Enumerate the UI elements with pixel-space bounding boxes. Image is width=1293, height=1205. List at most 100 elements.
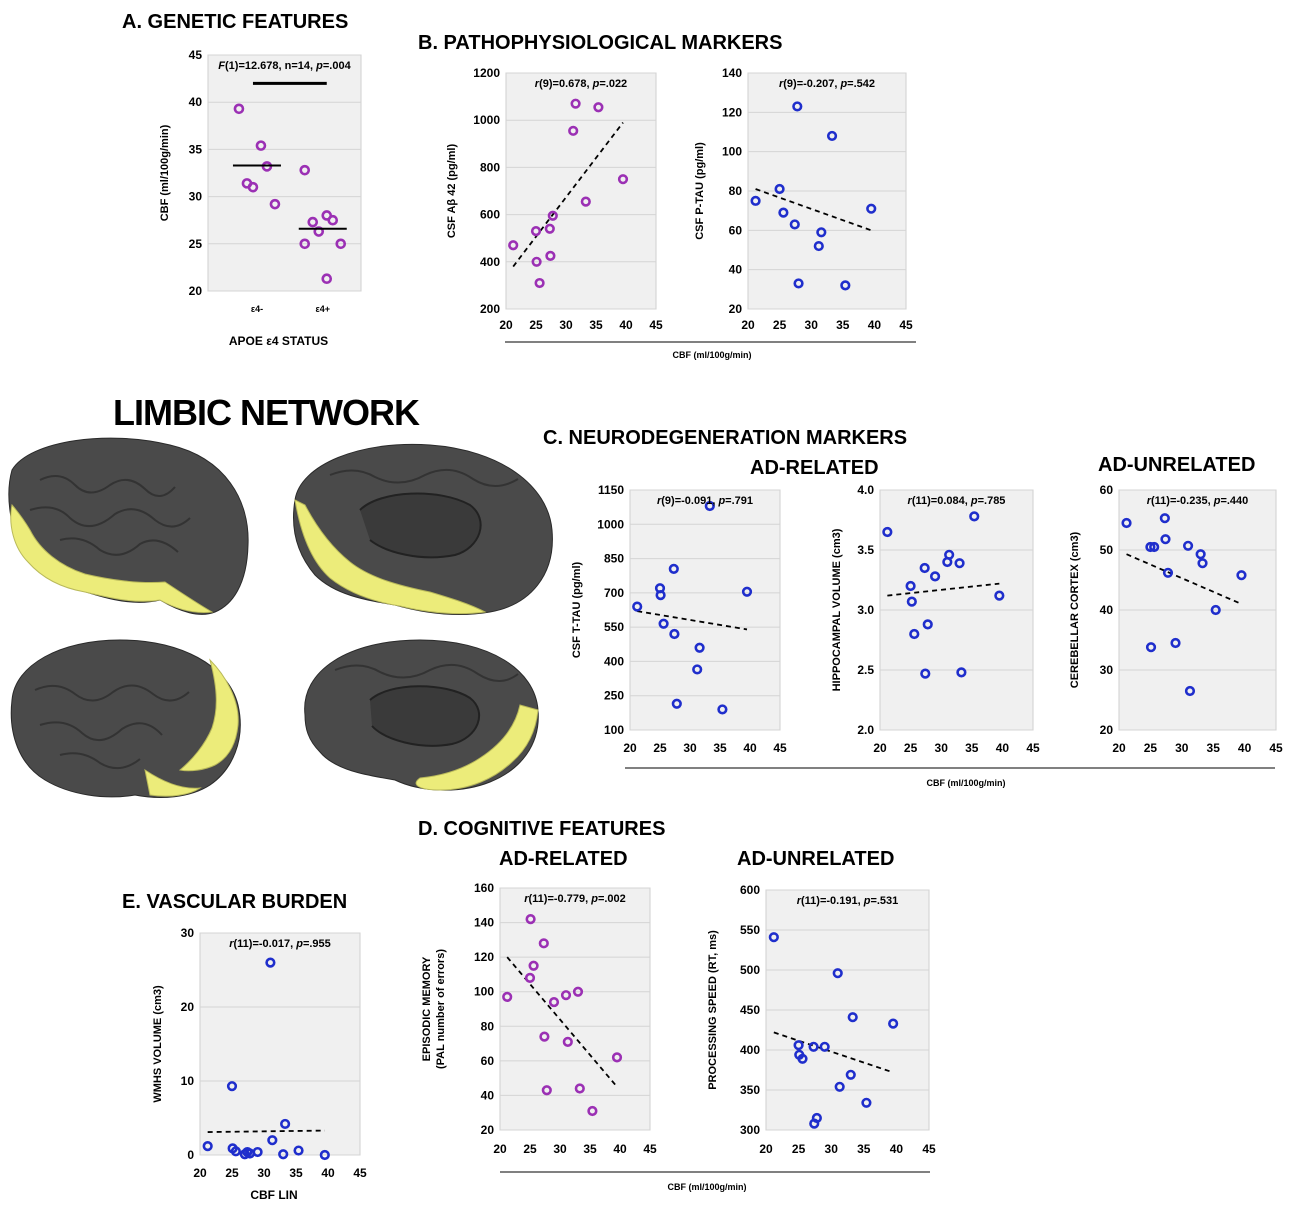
y-tick-label: 200 [480, 302, 500, 316]
data-point [265, 957, 276, 968]
data-point [319, 1149, 330, 1161]
chart-D2: 300 350 400 450 500 550 600 20 25 30 35 40 45 r(11)=-… [707, 883, 936, 1156]
data-point [1121, 517, 1132, 529]
x-tick-label: 45 [353, 1166, 367, 1180]
y-tick-label: 40 [1100, 603, 1114, 617]
data-point [1170, 637, 1181, 649]
x-tick-label: 25 [792, 1142, 806, 1156]
x-tick-label: 35 [1207, 741, 1221, 755]
x-tick-label: 20 [493, 1142, 507, 1156]
data-point [1197, 558, 1208, 569]
plot-area [629, 489, 781, 731]
data-point [813, 240, 824, 252]
y-axis-label: EPISODIC MEMORY [421, 956, 433, 1061]
y-tick-label: 30 [1100, 663, 1114, 677]
data-point [574, 1083, 585, 1094]
brain-medial-left-icon [304, 639, 539, 791]
brain-lateral-right-icon [10, 639, 241, 799]
x-tick-label: 40 [996, 741, 1010, 755]
section-title-cognitive: D. COGNITIVE FEATURES [418, 818, 665, 840]
data-point [327, 214, 339, 226]
x-tick-label: 30 [1175, 741, 1189, 755]
x-tick-label: 20 [1112, 741, 1126, 755]
y-tick-label: 500 [740, 963, 760, 977]
data-point [969, 511, 980, 522]
data-point [920, 668, 931, 679]
trend-line [755, 188, 872, 232]
plot-area [199, 932, 361, 1156]
x-tick-label: 45 [649, 318, 663, 332]
y-axis-label: CSF Aβ 42 (pg/ml) [446, 144, 458, 239]
y-axis-label: CEREBELLAR CORTEX (cm3) [1069, 531, 1081, 688]
y-tick-label: 400 [604, 654, 624, 668]
data-point [808, 1041, 819, 1052]
data-point [538, 938, 549, 949]
stat-annotation: r(11)=0.084, p=.785 [908, 495, 1006, 507]
data-point [929, 571, 941, 582]
x-tick-label: 45 [1026, 741, 1040, 755]
neuro-unrelated-label: AD-UNRELATED [1098, 454, 1255, 476]
data-point [658, 618, 669, 629]
x-tick-label: 25 [904, 741, 918, 755]
data-point [252, 1146, 263, 1158]
data-point [793, 1040, 804, 1051]
data-point [632, 601, 643, 612]
data-point [230, 1146, 241, 1157]
data-point [321, 273, 333, 285]
chart-C3: 20 30 40 50 60 20 25 30 35 40 45 r(11)=-0.235, p=.4… [1069, 483, 1283, 755]
data-point [299, 164, 311, 176]
data-point [750, 195, 761, 206]
x-tick-label: 25 [653, 741, 667, 755]
stat-annotation: r(11)=-0.191, p=.531 [797, 895, 899, 907]
data-point [547, 210, 558, 221]
y-tick-label: 30 [189, 190, 203, 204]
stat-annotation: r(11)=-0.017, p=.955 [229, 938, 331, 950]
y-tick-label: 140 [722, 66, 742, 80]
x-tick-label: 35 [857, 1142, 871, 1156]
data-point [832, 968, 843, 979]
y-axis-label: WMHS VOLUME (cm3) [152, 985, 164, 1103]
y-tick-label: 450 [740, 1003, 760, 1017]
y-tick-label: 1150 [598, 483, 624, 497]
x-tick-label: 30 [683, 741, 697, 755]
data-point [525, 914, 536, 925]
data-point [1160, 534, 1171, 545]
trend-line [207, 1129, 325, 1133]
y-tick-label: 40 [729, 263, 743, 277]
data-point [866, 203, 877, 214]
data-point [572, 986, 584, 997]
data-point [768, 932, 779, 943]
y-tick-label: 350 [740, 1083, 760, 1097]
chart-A: 20 25 30 35 40 45 ε4- ε4+ F(1)=12.678, n=14, p=.… [159, 48, 362, 348]
y-tick-label: 400 [740, 1043, 760, 1057]
data-point [568, 125, 579, 136]
x-tick-label: 35 [836, 318, 850, 332]
data-point [847, 1012, 858, 1023]
data-point [1159, 513, 1170, 524]
x-tick-label: 45 [899, 318, 913, 332]
y-tick-label: 400 [480, 255, 500, 269]
trend-line [512, 122, 624, 268]
data-point [267, 1135, 278, 1146]
x-tick-label: 30 [257, 1166, 271, 1180]
x-tick-label: 25 [225, 1166, 239, 1180]
x-category-label: ε4+ [315, 304, 330, 314]
data-point [335, 238, 347, 250]
data-point [247, 181, 259, 193]
y-tick-label: 4.0 [857, 483, 874, 497]
data-point [1145, 642, 1157, 653]
data-point [524, 972, 536, 983]
data-point [669, 628, 680, 640]
stat-annotation: r(11)=-0.235, p=.440 [1147, 495, 1249, 507]
plot-area [207, 54, 362, 292]
data-point [202, 1141, 213, 1152]
data-point [1149, 541, 1160, 553]
section-title-vascular: E. VASCULAR BURDEN [122, 891, 347, 913]
y-tick-label: 40 [189, 95, 203, 109]
y-tick-label: 20 [729, 302, 743, 316]
data-point [1210, 604, 1221, 616]
data-point [888, 1018, 899, 1029]
x-tick-label: 40 [619, 318, 633, 332]
data-point [905, 580, 916, 592]
y-tick-label: 1000 [473, 113, 500, 127]
